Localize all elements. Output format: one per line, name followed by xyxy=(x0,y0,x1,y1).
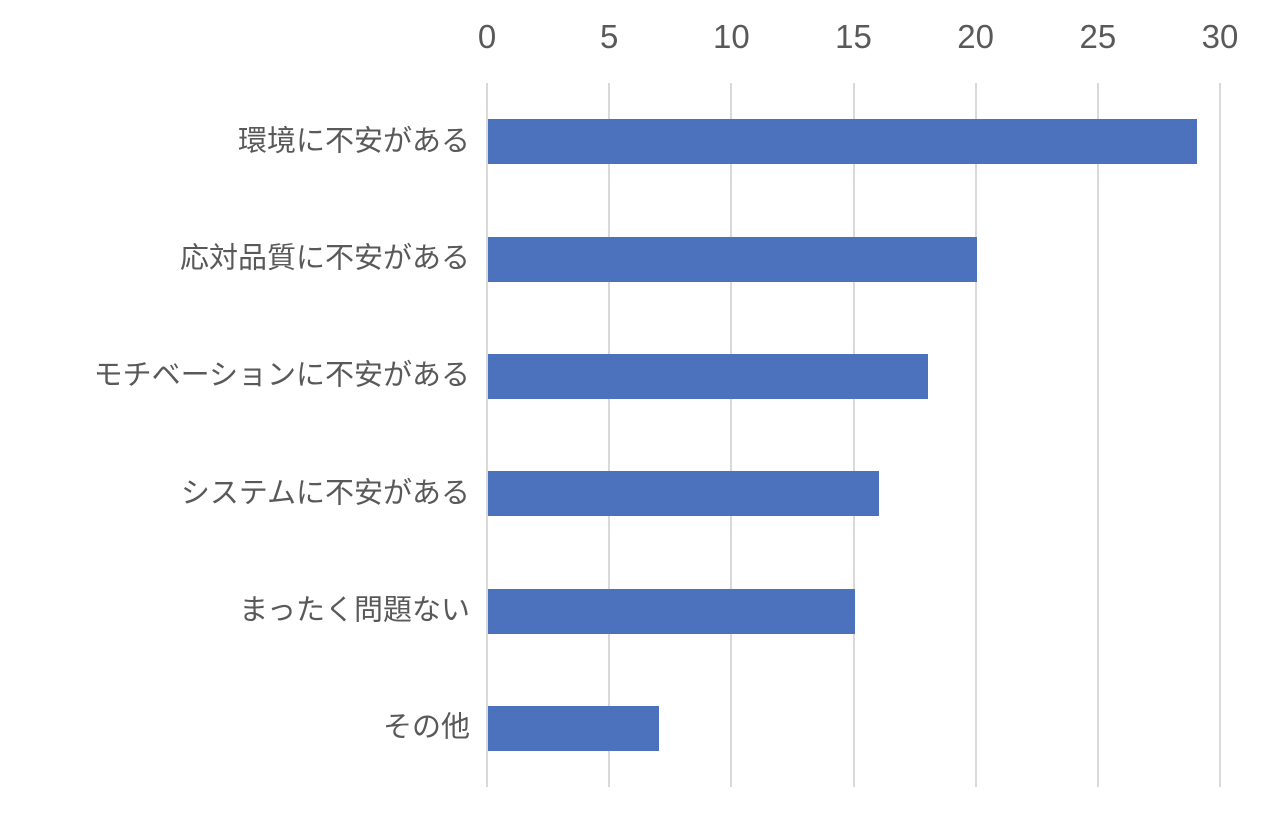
bar-1 xyxy=(488,236,977,282)
x-axis-tick-label: 25 xyxy=(1079,18,1117,55)
bar-4 xyxy=(488,588,855,634)
gridline xyxy=(608,83,611,787)
bar-3 xyxy=(488,471,879,517)
gridline xyxy=(1219,83,1221,787)
x-axis-tick-label: 0 xyxy=(477,18,497,55)
category-label: その他 xyxy=(382,711,470,744)
category-label: 環境に不安がある xyxy=(237,125,470,158)
category-label: 応対品質に不安がある xyxy=(179,242,470,275)
bar-2 xyxy=(488,353,928,399)
gridline xyxy=(730,83,733,787)
gridline xyxy=(852,83,855,787)
x-axis-tick-label: 30 xyxy=(1201,18,1239,55)
x-axis-tick-label: 20 xyxy=(957,18,995,55)
x-axis-tick-label: 5 xyxy=(599,18,619,55)
gridline xyxy=(1096,83,1099,787)
gridline xyxy=(974,83,977,787)
category-label: モチベーションに不安がある xyxy=(93,359,470,392)
bar-5 xyxy=(488,705,660,751)
category-label: まったく問題ない xyxy=(239,594,470,627)
x-axis-tick-label: 10 xyxy=(712,18,750,55)
bar-0 xyxy=(488,119,1197,165)
gridline xyxy=(486,83,488,787)
category-label: システムに不安がある xyxy=(180,477,470,510)
x-axis-tick-label: 15 xyxy=(835,18,872,55)
